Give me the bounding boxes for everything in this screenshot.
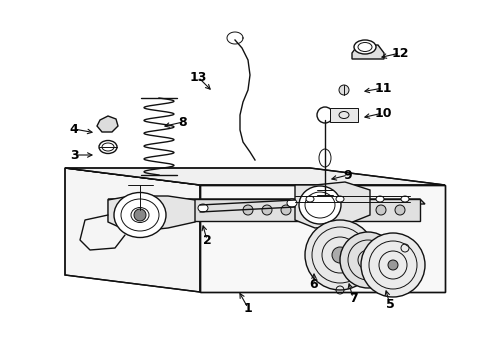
Ellipse shape: [376, 196, 384, 202]
Text: 10: 10: [374, 107, 392, 120]
Ellipse shape: [114, 193, 166, 238]
Text: 12: 12: [391, 46, 409, 59]
FancyBboxPatch shape: [330, 108, 358, 122]
Ellipse shape: [299, 186, 341, 224]
Circle shape: [376, 205, 386, 215]
Circle shape: [305, 220, 375, 290]
Circle shape: [281, 205, 291, 215]
Ellipse shape: [198, 204, 208, 212]
Ellipse shape: [99, 140, 117, 153]
Text: 5: 5: [386, 298, 394, 311]
Text: 1: 1: [244, 302, 252, 315]
Text: 3: 3: [70, 149, 78, 162]
Text: 6: 6: [310, 279, 318, 292]
Circle shape: [388, 260, 398, 270]
Ellipse shape: [401, 196, 409, 202]
Ellipse shape: [354, 40, 376, 54]
Text: 11: 11: [374, 81, 392, 95]
Circle shape: [357, 205, 367, 215]
Text: 4: 4: [70, 122, 78, 135]
Circle shape: [338, 205, 348, 215]
Polygon shape: [108, 199, 425, 204]
Polygon shape: [65, 168, 445, 185]
Circle shape: [361, 233, 425, 297]
Polygon shape: [295, 182, 370, 228]
Circle shape: [332, 247, 348, 263]
Polygon shape: [200, 185, 445, 292]
Text: 13: 13: [189, 71, 207, 84]
Text: 2: 2: [203, 234, 211, 247]
Circle shape: [395, 205, 405, 215]
Ellipse shape: [306, 196, 314, 202]
Circle shape: [319, 205, 329, 215]
Polygon shape: [65, 168, 200, 292]
Ellipse shape: [287, 199, 297, 207]
Circle shape: [262, 205, 272, 215]
Circle shape: [339, 85, 349, 95]
Ellipse shape: [336, 196, 344, 202]
Text: 7: 7: [348, 292, 357, 305]
Text: 9: 9: [343, 168, 352, 181]
Polygon shape: [108, 196, 195, 232]
Polygon shape: [352, 45, 384, 59]
Text: 8: 8: [179, 116, 187, 129]
Circle shape: [340, 232, 396, 288]
Polygon shape: [97, 116, 118, 132]
Circle shape: [134, 209, 146, 221]
Circle shape: [300, 205, 310, 215]
Polygon shape: [108, 199, 420, 221]
Circle shape: [243, 205, 253, 215]
